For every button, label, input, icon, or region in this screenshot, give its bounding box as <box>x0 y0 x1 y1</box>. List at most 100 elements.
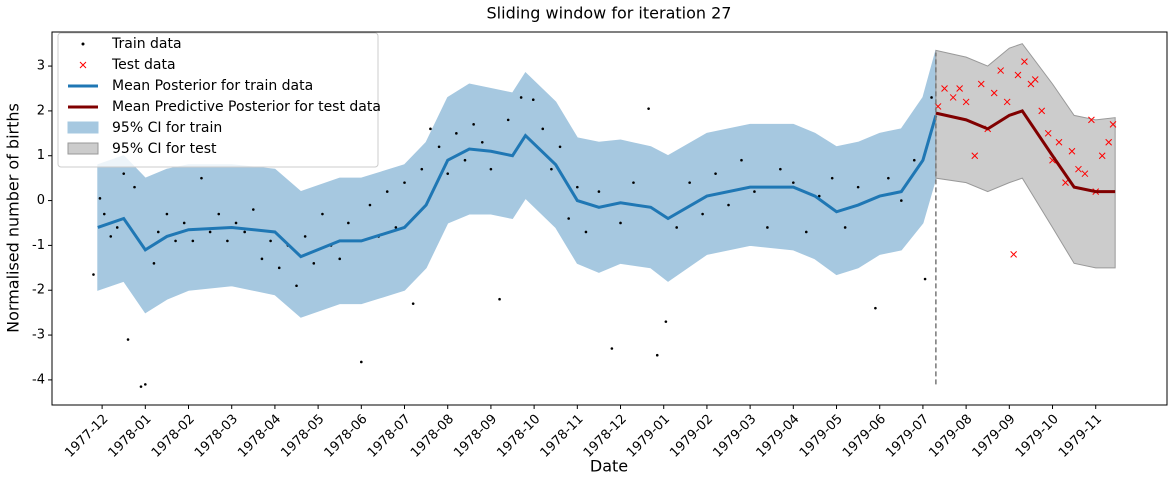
x-tick-label: 1979-06 <box>840 412 889 461</box>
x-tick-label: 1978-01 <box>106 412 155 461</box>
train-point <box>576 185 579 189</box>
x-tick-label: 1978-06 <box>322 412 371 461</box>
train-point <box>597 190 601 193</box>
train-point <box>455 132 458 135</box>
train-point <box>217 212 221 216</box>
mean-line <box>935 109 1116 194</box>
y-tick-label: 2 <box>37 103 45 118</box>
x-tick-label: 1978-05 <box>278 412 327 461</box>
train-point <box>531 98 535 101</box>
train-point <box>541 127 545 131</box>
train-point <box>403 181 406 184</box>
train-point <box>102 212 106 216</box>
test-point <box>1031 76 1039 83</box>
x-tick-label: 1979-03 <box>710 412 759 461</box>
x-tick-label: 1979-07 <box>883 412 932 461</box>
x-tick-label: 1978-12 <box>581 412 630 461</box>
train-point <box>584 230 588 234</box>
legend-label: 95% CI for train <box>112 120 222 136</box>
train-point <box>191 239 195 243</box>
test-point <box>1021 58 1028 65</box>
train-point <box>498 297 501 301</box>
x-axis-label: Date <box>590 457 628 476</box>
legend-box <box>57 32 379 168</box>
train-point <box>303 235 307 238</box>
train-point <box>429 127 432 131</box>
train-point <box>619 221 622 225</box>
train-point <box>856 185 860 189</box>
legend-swatch <box>67 121 99 134</box>
train-point <box>200 176 203 180</box>
train-point <box>874 306 877 310</box>
train-point <box>727 203 730 207</box>
train-point <box>843 226 847 229</box>
train-point <box>830 176 834 180</box>
legend-label: Mean Predictive Posterior for test data <box>112 99 381 115</box>
test-point <box>1075 165 1082 173</box>
y-tick-label: -1 <box>32 238 45 253</box>
y-tick-label: -4 <box>32 372 45 387</box>
test-point <box>1014 71 1022 79</box>
y-tick-label: -3 <box>32 328 45 343</box>
x-tick-label: 1979-04 <box>754 412 803 461</box>
train-point <box>688 181 691 184</box>
x-tick-label: 1978-08 <box>408 412 457 461</box>
plot-frame <box>51 31 1168 406</box>
x-tick-label: 1978-07 <box>365 412 414 461</box>
train-point <box>766 226 769 229</box>
train-point <box>165 212 169 216</box>
test-point <box>949 94 957 101</box>
train-point <box>156 230 160 234</box>
train-point <box>260 257 264 261</box>
train-point <box>133 185 136 189</box>
test-point <box>1105 138 1113 146</box>
train-point <box>567 217 570 220</box>
y-tick-label: 0 <box>37 193 45 208</box>
train-point <box>295 284 298 288</box>
x-tick-label: 1978-03 <box>192 412 241 461</box>
train-point <box>226 239 229 243</box>
train-point <box>437 145 441 149</box>
test-point <box>1044 129 1052 137</box>
train-point <box>234 221 238 225</box>
train-point <box>550 167 553 171</box>
train-point <box>923 277 927 281</box>
train-point <box>740 158 743 162</box>
train-point <box>385 190 389 193</box>
x-tick-label: 1979-02 <box>667 412 716 461</box>
test-point <box>962 98 970 106</box>
train-point <box>647 107 650 110</box>
x-tick-label: 1978-02 <box>149 412 198 461</box>
train-point <box>394 226 398 229</box>
train-point <box>122 172 126 175</box>
mean-line <box>97 114 938 259</box>
legend-label: Train data <box>111 36 182 52</box>
x-tick-label: 1979-08 <box>926 412 975 461</box>
train-point <box>632 181 635 184</box>
x-tick-label: 1979-05 <box>797 412 846 461</box>
legend-swatch <box>81 42 85 46</box>
train-point <box>506 118 510 122</box>
train-point <box>753 190 756 193</box>
train-point <box>489 167 493 171</box>
train-point <box>182 221 186 225</box>
legend-swatch <box>79 61 87 69</box>
test-point <box>1062 179 1069 186</box>
x-tick-label: 1978-09 <box>451 412 500 461</box>
x-tick-label: 1978-10 <box>494 412 543 461</box>
y-tick-label: 3 <box>37 59 45 74</box>
test-point <box>956 85 963 92</box>
train-point <box>472 123 475 126</box>
x-tick-label: 1978-04 <box>235 412 284 461</box>
train-point <box>92 273 95 276</box>
train-point <box>411 302 415 305</box>
x-tick-label: 1979-11 <box>1056 412 1105 461</box>
train-point <box>887 176 890 180</box>
test-point <box>1055 138 1063 146</box>
train-point <box>610 347 614 350</box>
train-point <box>139 385 143 388</box>
train-point <box>126 338 130 341</box>
train-point <box>368 203 372 207</box>
train-point <box>446 172 450 175</box>
